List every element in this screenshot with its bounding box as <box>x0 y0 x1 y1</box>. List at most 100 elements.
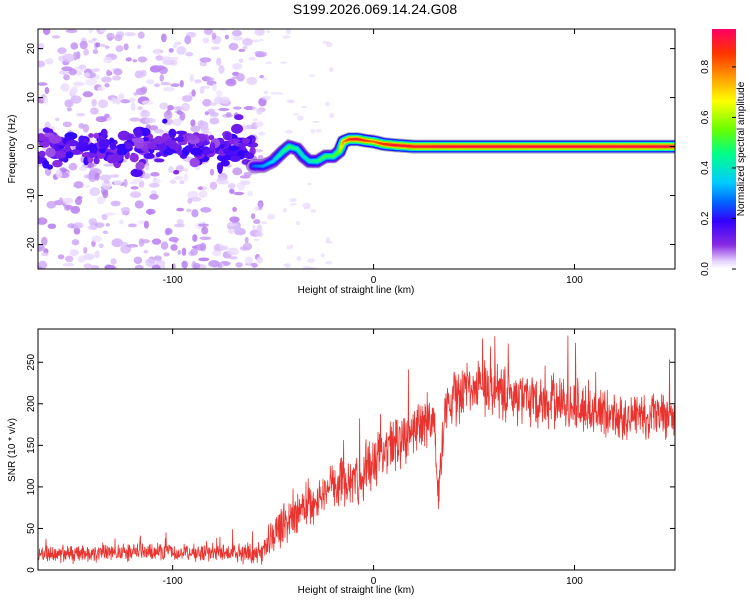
spectrogram-noise-blob <box>200 125 209 134</box>
spectrogram-noise-blob <box>38 82 48 86</box>
spectrogram-noise-blob <box>62 197 74 205</box>
spectrogram-noise-blob <box>190 248 198 256</box>
spectrogram-noise-blob <box>71 86 78 95</box>
spectrogram-noise-blob <box>292 113 300 116</box>
spectrogram-noise-blob <box>104 83 110 88</box>
spectrogram-noise-blob <box>89 187 101 197</box>
spectrogram-noise-blob <box>137 44 142 49</box>
spectrogram-noise-blob <box>168 165 174 174</box>
snr-x-ticks: -100 0 100 <box>163 329 583 587</box>
spectrogram-noise-blob <box>218 180 230 185</box>
spectrogram-band-blob <box>186 134 198 140</box>
spectrogram-noise-blob <box>60 83 70 92</box>
spectrogram-noise-blob <box>95 116 107 123</box>
spectrogram-noise-blob <box>132 178 143 183</box>
spectrogram-noise-blob <box>179 180 185 185</box>
spectrogram-noise-blob <box>279 61 287 64</box>
spectrogram-noise-blob <box>258 131 266 136</box>
spectrogram-band-blob <box>52 159 63 168</box>
spectrogram-noise-blob <box>133 92 139 96</box>
spectrogram-noise-blob <box>181 247 187 257</box>
spectrogram-band-blob <box>168 128 177 138</box>
spectrogram-noise-blob <box>65 29 78 34</box>
spectrogram-noise-blob <box>258 202 263 211</box>
spectrogram-noise-blob <box>162 86 175 92</box>
spectrogram-noise-blob <box>152 178 161 184</box>
spectrogram-noise-blob <box>176 46 187 55</box>
spectrogram-noise-blob <box>123 178 128 188</box>
spectrogram-noise-blob <box>95 42 101 48</box>
spectrogram-noise-blob <box>296 255 302 262</box>
spectrogram-x-tick-label: -100 <box>163 275 183 286</box>
spectrogram-noise-blob <box>168 236 179 243</box>
spectrogram-noise-blob <box>41 236 48 246</box>
spectrogram-noise-blob <box>266 30 271 34</box>
spectrogram-noise-blob <box>119 241 129 247</box>
spectrogram-noise-blob <box>101 76 112 83</box>
snr-y-tick-label: 0 <box>26 567 37 573</box>
spectrogram-noise-blob <box>197 186 204 191</box>
spectrogram-noise-blob <box>209 181 218 190</box>
spectrogram-band-blob <box>65 151 74 159</box>
spectrogram-noise-blob <box>246 76 258 86</box>
colorbar-tick-label: 0.2 <box>700 211 711 225</box>
spectrogram-band-blob <box>116 147 128 156</box>
spectrogram-band-blob <box>242 137 251 144</box>
spectrogram-noise-blob <box>256 108 263 115</box>
spectrogram-noise-blob <box>170 83 180 88</box>
spectrogram-noise-blob <box>129 191 142 198</box>
spectrogram-noise-blob <box>176 218 184 225</box>
spectrogram-noise-blob <box>47 223 57 229</box>
spectrogram-noise-blob <box>38 266 43 269</box>
spectrogram-noise-blob <box>154 128 164 134</box>
spectrogram-noise-blob <box>99 29 107 33</box>
spectrogram-noise-blob <box>202 98 212 107</box>
spectrogram-noise-blob <box>44 168 52 176</box>
spectrogram-noise-blob <box>224 34 229 40</box>
spectrogram-noise-blob <box>236 73 245 82</box>
spectrogram-band-blob <box>70 149 81 155</box>
spectrogram-noise-blob <box>179 80 184 88</box>
spectrogram-band-blob <box>38 150 46 158</box>
spectrogram-noise-blob <box>228 228 235 235</box>
snr-y-ticks: 0 50 100 150 200 250 <box>26 353 675 573</box>
spectrogram-noise-blob <box>206 77 215 81</box>
spectrogram-noise-blob <box>38 42 45 51</box>
spectrogram-noise-blob <box>172 44 178 49</box>
spectrogram-noise-blob <box>218 107 230 112</box>
spectrogram-noise-blob <box>233 224 242 232</box>
spectrogram-noise-blob <box>256 256 264 264</box>
spectrogram-noise-blob <box>87 39 95 44</box>
spectrogram-noise-blob <box>75 71 83 76</box>
spectrogram-band-blob <box>42 127 51 133</box>
spectrogram-band-blob <box>124 142 133 150</box>
spectrogram-noise-blob <box>310 128 316 134</box>
spectrogram-noise-blob <box>219 245 229 251</box>
spectrogram-noise-blob <box>62 53 75 63</box>
spectrogram-band-blob <box>220 159 230 167</box>
spectrogram-noise-blob <box>284 263 291 269</box>
spectrogram-noise-blob <box>228 42 239 51</box>
spectrogram-noise-blob <box>233 191 245 196</box>
spectrogram-noise-blob <box>215 90 223 97</box>
spectrogram-noise-blob <box>261 95 271 101</box>
spectrogram-noise-blob <box>160 33 167 43</box>
spectrogram-noise-blob <box>163 110 173 119</box>
spectrogram-band-blob <box>129 153 139 163</box>
spectrogram-band-blob <box>134 128 143 138</box>
spectrogram-noise-blob <box>283 207 287 213</box>
spectrogram-noise-blob <box>58 70 69 75</box>
spectrogram-noise-blob <box>242 242 253 251</box>
snr-y-label: SNR (10 * v/v) <box>7 418 18 482</box>
spectrogram-noise-blob <box>104 45 110 49</box>
spectrogram-noise-blob <box>177 249 182 255</box>
spectrogram-noise-blob <box>76 112 86 117</box>
spectrogram-noise-blob <box>97 86 106 92</box>
spectrogram-noise-blob <box>137 106 143 111</box>
spectrogram-noise-blob <box>173 223 185 228</box>
spectrogram-noise-blob <box>94 250 100 259</box>
snr-x-label: Height of straight line (km) <box>298 585 415 596</box>
spectrogram-noise-blob <box>140 69 147 77</box>
spectrogram-band-blob <box>126 133 133 141</box>
spectrogram-noise-blob <box>169 179 177 184</box>
